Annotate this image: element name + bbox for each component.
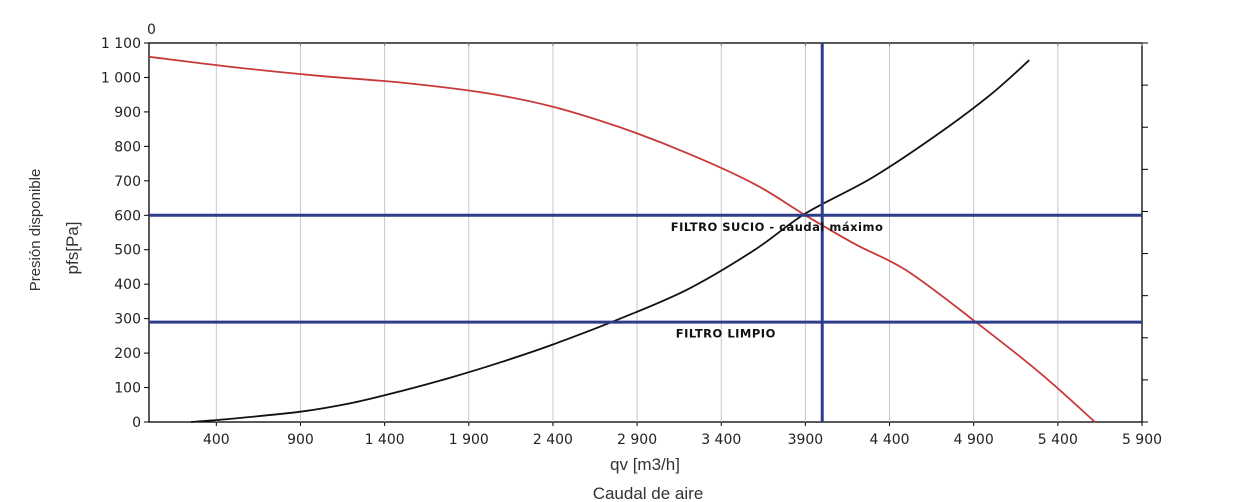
reference-lines (149, 43, 1142, 422)
right-axis-ticks (1142, 42, 1148, 423)
x-tick-label: 900 (287, 432, 314, 448)
y-tick-label: 300 (114, 312, 141, 328)
y-axis-title: pfs[Pa] (63, 222, 82, 275)
series-group (148, 55, 1096, 423)
y-tick-label: 800 (114, 139, 141, 155)
x-tick-label: 400 (203, 432, 230, 448)
annotations: FILTRO SUCIO - caudal máximo FILTRO LIMPI… (671, 220, 884, 341)
y-axis-subtitle: Presión disponible (27, 169, 44, 292)
x-axis-title: qv [m3/h] (610, 455, 680, 474)
x-tick-label: 2 400 (533, 432, 573, 448)
annotation-label: FILTRO LIMPIO (676, 327, 776, 341)
pressure-curve-line (148, 55, 1096, 423)
y-tick-label: 500 (114, 243, 141, 259)
x-tick-label: 5 900 (1122, 432, 1162, 448)
top-axis-label: 0 (147, 22, 156, 38)
x-axis-subtitle: Caudal de aire (593, 484, 704, 502)
y-tick-label: 900 (114, 105, 141, 121)
x-axis-ticks: 400 900 1 400 1 900 2 400 2 900 3 400 3900 4 400… (203, 43, 1162, 448)
y-tick-label: 1 100 (101, 36, 141, 52)
plot-frame (148, 42, 1143, 423)
system-curve-line (191, 59, 1030, 423)
y-tick-label: 400 (114, 277, 141, 293)
annotation-label: FILTRO SUCIO - caudal máximo (671, 220, 884, 234)
x-tick-label: 3 400 (701, 432, 741, 448)
x-tick-label: 1 400 (365, 432, 405, 448)
y-tick-label: 600 (114, 208, 141, 224)
y-tick-label: 0 (132, 415, 141, 431)
y-tick-label: 700 (114, 174, 141, 190)
x-tick-label: 5 400 (1038, 432, 1078, 448)
y-tick-label: 100 (114, 381, 141, 397)
x-tick-label: 1 900 (449, 432, 489, 448)
y-tick-label: 200 (114, 346, 141, 362)
x-tick-label: 4 900 (954, 432, 994, 448)
x-tick-label: 4 400 (869, 432, 909, 448)
y-tick-label: 1 000 (101, 70, 141, 86)
y-axis-ticks: 0 100 200 300 400 500 600 700 800 900 1 000 1 100 (101, 36, 149, 431)
x-tick-label: 3900 (788, 432, 824, 448)
x-tick-label: 2 900 (617, 432, 657, 448)
grid-lines (215, 43, 1059, 422)
